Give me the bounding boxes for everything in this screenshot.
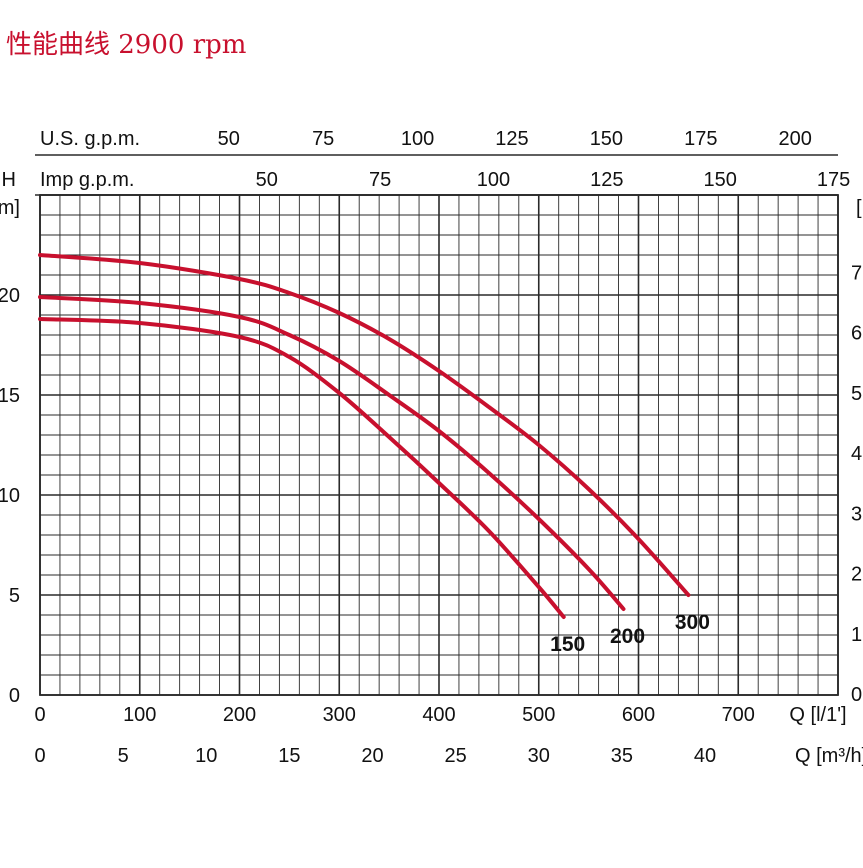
m3h-tick-label: 35 <box>611 745 633 767</box>
right-tick-label: 5 <box>851 383 862 405</box>
imp-gpm-tick-label: 175 <box>817 169 850 191</box>
us-gpm-tick-label: 200 <box>778 128 811 150</box>
grid <box>35 154 839 696</box>
imp-gpm-tick-label: 125 <box>590 169 623 191</box>
x-axis-label: Q [l/1'] <box>789 704 846 726</box>
curves <box>38 253 691 619</box>
m3h-tick-label: 20 <box>361 745 383 767</box>
imp-gpm-tick-label: 50 <box>256 169 278 191</box>
curve-300 <box>38 253 691 597</box>
x-tick-label: 200 <box>223 704 256 726</box>
us-gpm-tick-label: 100 <box>401 128 434 150</box>
imp-gpm-tick-label: 75 <box>369 169 391 191</box>
y-tick-label: 10 <box>0 485 20 507</box>
x-tick-label: 0 <box>34 704 45 726</box>
us-gpm-axis-label: U.S. g.p.m. <box>40 128 140 150</box>
curve-label-300: 300 <box>675 611 710 634</box>
y-tick-label: 0 <box>9 685 20 707</box>
x-tick-label: 100 <box>123 704 156 726</box>
m3h-tick-label: 15 <box>278 745 300 767</box>
y-tick-label: 15 <box>0 385 20 407</box>
x-tick-label: 700 <box>722 704 755 726</box>
m3h-tick-label: 30 <box>528 745 550 767</box>
right-tick-label: 3 <box>851 503 862 525</box>
m3h-tick-label: 40 <box>694 745 716 767</box>
y-tick-label: 5 <box>9 585 20 607</box>
right-tick-label: 0 <box>851 684 862 706</box>
curve-label-200: 200 <box>610 625 645 648</box>
imp-gpm-tick-label: 100 <box>477 169 510 191</box>
right-tick-label: 6 <box>851 323 862 345</box>
curve-150 <box>38 317 566 619</box>
m3h-tick-label: 5 <box>118 745 129 767</box>
y-axis-label-unit: [m] <box>0 197 20 219</box>
m3h-axis-label: Q [m³/h] <box>795 745 863 767</box>
right-tick-label: 2 <box>851 564 862 586</box>
us-gpm-tick-label: 50 <box>218 128 240 150</box>
y-axis-label-h: H <box>2 169 16 191</box>
us-gpm-tick-label: 125 <box>495 128 528 150</box>
curve-200 <box>38 295 626 611</box>
us-gpm-tick-label: 75 <box>312 128 334 150</box>
right-axis-label: [ <box>856 197 862 219</box>
x-tick-label: 600 <box>622 704 655 726</box>
imp-gpm-tick-label: 150 <box>704 169 737 191</box>
right-tick-label: 1 <box>851 624 862 646</box>
right-tick-label: 7 <box>851 262 862 284</box>
m3h-tick-label: 25 <box>445 745 467 767</box>
us-gpm-tick-label: 150 <box>590 128 623 150</box>
x-tick-label: 500 <box>522 704 555 726</box>
us-gpm-tick-label: 175 <box>684 128 717 150</box>
m3h-tick-label: 10 <box>195 745 217 767</box>
y-tick-label: 20 <box>0 285 20 307</box>
m3h-tick-label: 0 <box>34 745 45 767</box>
x-tick-label: 300 <box>323 704 356 726</box>
page-title: 性能曲线 2900 rpm <box>6 30 247 60</box>
imp-gpm-axis-label: Imp g.p.m. <box>40 169 134 191</box>
x-tick-label: 400 <box>422 704 455 726</box>
right-tick-label: 4 <box>851 443 862 465</box>
curve-label-150: 150 <box>550 633 585 656</box>
